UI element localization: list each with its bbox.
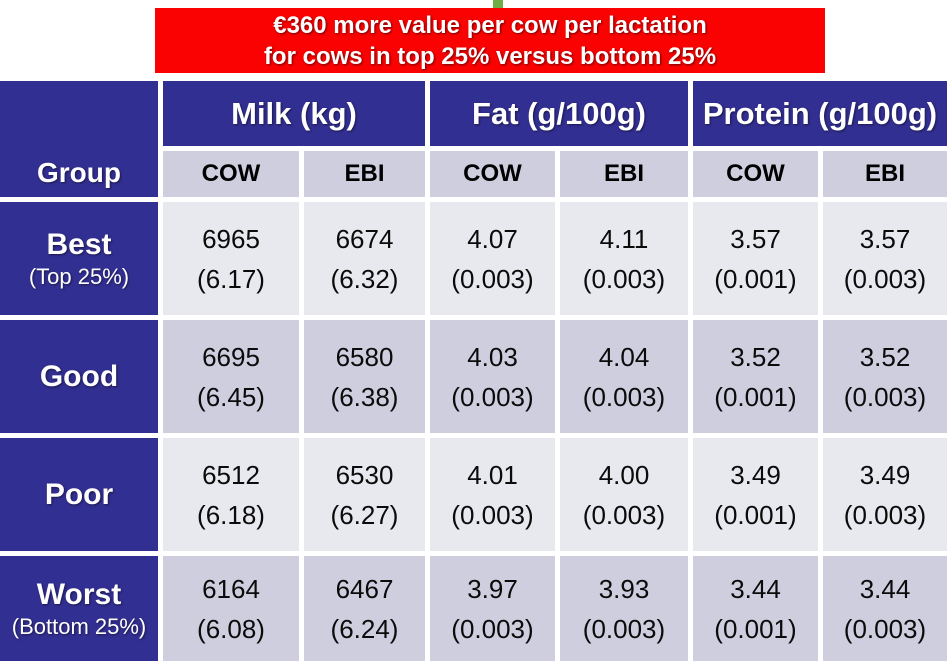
row-label-worst: Worst (Bottom 25%) [0, 556, 158, 661]
cell-se: (6.38) [330, 381, 399, 412]
cell-se: (0.003) [451, 263, 534, 294]
cell-value: 3.44 [730, 573, 781, 604]
cell-value: 3.52 [859, 341, 911, 372]
cell-value: 6512 [202, 459, 260, 490]
cell-se: (0.003) [451, 381, 534, 412]
cell-se: (0.003) [582, 381, 666, 412]
cell-se: (6.27) [330, 499, 399, 530]
cell-value: 3.44 [859, 573, 911, 604]
row-label-text: Good [39, 359, 119, 393]
row-label-best: Best (Top 25%) [0, 202, 158, 315]
ebi-performance-table: Group Milk (kg) Fat (g/100g) Protein (g/… [0, 81, 947, 661]
row-sublabel-text: (Bottom 25%) [11, 613, 147, 639]
row-label-text: Poor [44, 477, 114, 511]
cell-poor-protein-ebi: 3.49 (0.003) [823, 438, 947, 551]
green-pointer-mark [493, 0, 503, 9]
cell-value: 4.04 [598, 341, 650, 372]
cell-se: (6.17) [197, 263, 265, 294]
cell-value: 3.57 [859, 223, 911, 254]
cell-value: 6580 [335, 341, 394, 372]
banner-line-2: for cows in top 25% versus bottom 25% [263, 42, 717, 70]
cell-se: (0.003) [582, 499, 666, 530]
cell-poor-milk-cow: 6512 (6.18) [163, 438, 299, 551]
cell-best-protein-ebi: 3.57 (0.003) [823, 202, 947, 315]
cell-best-fat-ebi: 4.11 (0.003) [560, 202, 688, 315]
cell-value: 3.57 [730, 223, 781, 254]
row-label-poor: Poor [0, 438, 158, 551]
row-label-text: Worst [36, 577, 122, 611]
cell-se: (0.003) [843, 613, 927, 644]
cell-value: 6965 [202, 223, 260, 254]
cell-poor-protein-cow: 3.49 (0.001) [693, 438, 818, 551]
row-sublabel-text: (Top 25%) [28, 263, 130, 289]
cell-value: 3.49 [730, 459, 781, 490]
cell-se: (6.45) [197, 381, 265, 412]
cell-value: 3.52 [730, 341, 781, 372]
cell-se: (0.001) [714, 613, 797, 644]
cell-good-fat-cow: 4.03 (0.003) [430, 320, 555, 433]
cell-value: 3.93 [598, 573, 650, 604]
cell-value: 6530 [335, 459, 394, 490]
cell-poor-fat-cow: 4.01 (0.003) [430, 438, 555, 551]
cell-se: (6.08) [197, 613, 265, 644]
row-label-good: Good [0, 320, 158, 433]
group-header-fat: Fat (g/100g) [430, 81, 688, 146]
cell-worst-protein-cow: 3.44 (0.001) [693, 556, 818, 661]
group-header-protein: Protein (g/100g) [693, 81, 947, 146]
cell-best-milk-cow: 6965 (6.17) [163, 202, 299, 315]
cell-best-milk-ebi: 6674 (6.32) [304, 202, 425, 315]
cell-se: (0.003) [451, 499, 534, 530]
cell-good-protein-ebi: 3.52 (0.003) [823, 320, 947, 433]
cell-se: (0.003) [582, 263, 666, 294]
row-label-text: Best [46, 227, 112, 261]
cell-worst-protein-ebi: 3.44 (0.003) [823, 556, 947, 661]
cell-se: (6.18) [197, 499, 265, 530]
cell-value: 3.49 [859, 459, 911, 490]
group-column-label: Group [37, 157, 121, 188]
cell-poor-fat-ebi: 4.00 (0.003) [560, 438, 688, 551]
subheader-fat-cow: COW [430, 151, 555, 197]
subheader-milk-ebi: EBI [304, 151, 425, 197]
cell-se: (6.32) [330, 263, 399, 294]
cell-good-milk-ebi: 6580 (6.38) [304, 320, 425, 433]
cell-value: 6674 [335, 223, 394, 254]
cell-se: (0.003) [843, 499, 927, 530]
cell-worst-milk-cow: 6164 (6.08) [163, 556, 299, 661]
corner-group-cell: Group [0, 81, 158, 197]
cell-value: 4.01 [467, 459, 518, 490]
subheader-milk-cow: COW [163, 151, 299, 197]
subheader-protein-ebi: EBI [823, 151, 947, 197]
cell-value: 6695 [202, 341, 260, 372]
subheader-fat-ebi: EBI [560, 151, 688, 197]
value-banner: €360 more value per cow per lactation fo… [155, 8, 825, 73]
cell-good-fat-ebi: 4.04 (0.003) [560, 320, 688, 433]
cell-good-protein-cow: 3.52 (0.001) [693, 320, 818, 433]
cell-value: 4.03 [467, 341, 518, 372]
cell-se: (0.001) [714, 263, 797, 294]
cell-se: (6.24) [330, 613, 399, 644]
cell-se: (0.003) [843, 381, 927, 412]
cell-se: (0.001) [714, 381, 797, 412]
cell-good-milk-cow: 6695 (6.45) [163, 320, 299, 433]
cell-best-fat-cow: 4.07 (0.003) [430, 202, 555, 315]
group-header-milk: Milk (kg) [163, 81, 425, 146]
cell-value: 3.97 [467, 573, 518, 604]
subheader-protein-cow: COW [693, 151, 818, 197]
cell-worst-fat-cow: 3.97 (0.003) [430, 556, 555, 661]
cell-best-protein-cow: 3.57 (0.001) [693, 202, 818, 315]
cell-se: (0.003) [451, 613, 534, 644]
cell-worst-fat-ebi: 3.93 (0.003) [560, 556, 688, 661]
banner-line-1: €360 more value per cow per lactation [273, 11, 707, 39]
cell-worst-milk-ebi: 6467 (6.24) [304, 556, 425, 661]
cell-se: (0.001) [714, 499, 797, 530]
cell-value: 4.11 [599, 223, 649, 254]
cell-value: 4.07 [467, 223, 518, 254]
cell-value: 4.00 [598, 459, 650, 490]
cell-value: 6164 [202, 573, 260, 604]
cell-se: (0.003) [843, 263, 927, 294]
cell-value: 6467 [335, 573, 394, 604]
cell-poor-milk-ebi: 6530 (6.27) [304, 438, 425, 551]
cell-se: (0.003) [582, 613, 666, 644]
